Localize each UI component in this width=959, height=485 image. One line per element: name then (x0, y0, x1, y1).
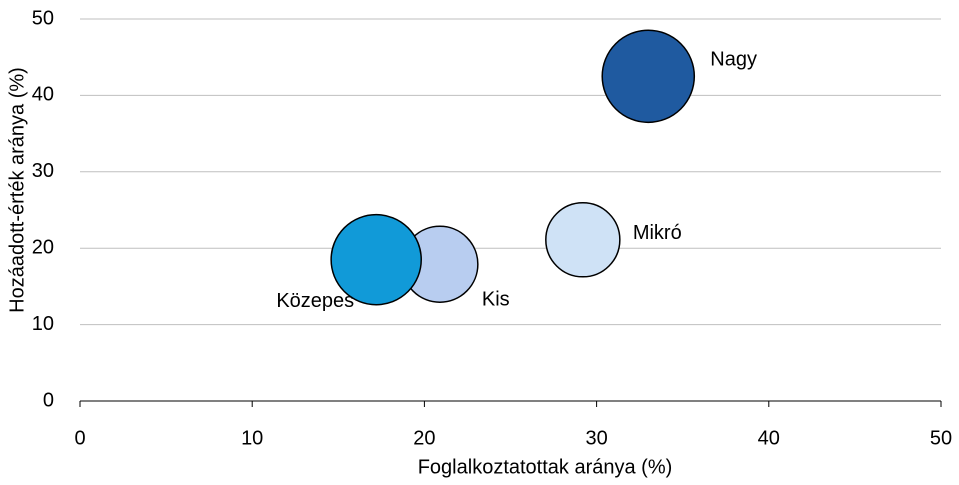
y-tick-label: 40 (32, 84, 54, 106)
y-tick-label: 10 (32, 313, 54, 335)
bubble-label: Mikró (633, 222, 682, 244)
x-tick-label: 30 (585, 427, 607, 449)
y-axis-label: Hozáadott-érték aránya (%) (6, 67, 28, 313)
bubble-label: Kis (482, 289, 510, 311)
y-tick-label: 20 (32, 236, 54, 258)
x-tick-label: 20 (413, 427, 435, 449)
bubble-label: Közepes (276, 290, 354, 312)
x-tick-label: 10 (241, 427, 263, 449)
bubble (330, 213, 422, 306)
x-tick-label: 50 (930, 427, 952, 449)
bubble (545, 202, 621, 278)
x-axis-label: Foglalkoztatottak aránya (%) (418, 456, 673, 478)
bubble-label: Nagy (710, 49, 757, 71)
y-tick-label: 50 (32, 7, 54, 29)
x-tick-label: 0 (74, 427, 85, 449)
x-tick-label: 40 (758, 427, 780, 449)
bubble (601, 29, 696, 124)
y-tick-label: 0 (43, 389, 54, 411)
y-tick-label: 30 (32, 160, 54, 182)
